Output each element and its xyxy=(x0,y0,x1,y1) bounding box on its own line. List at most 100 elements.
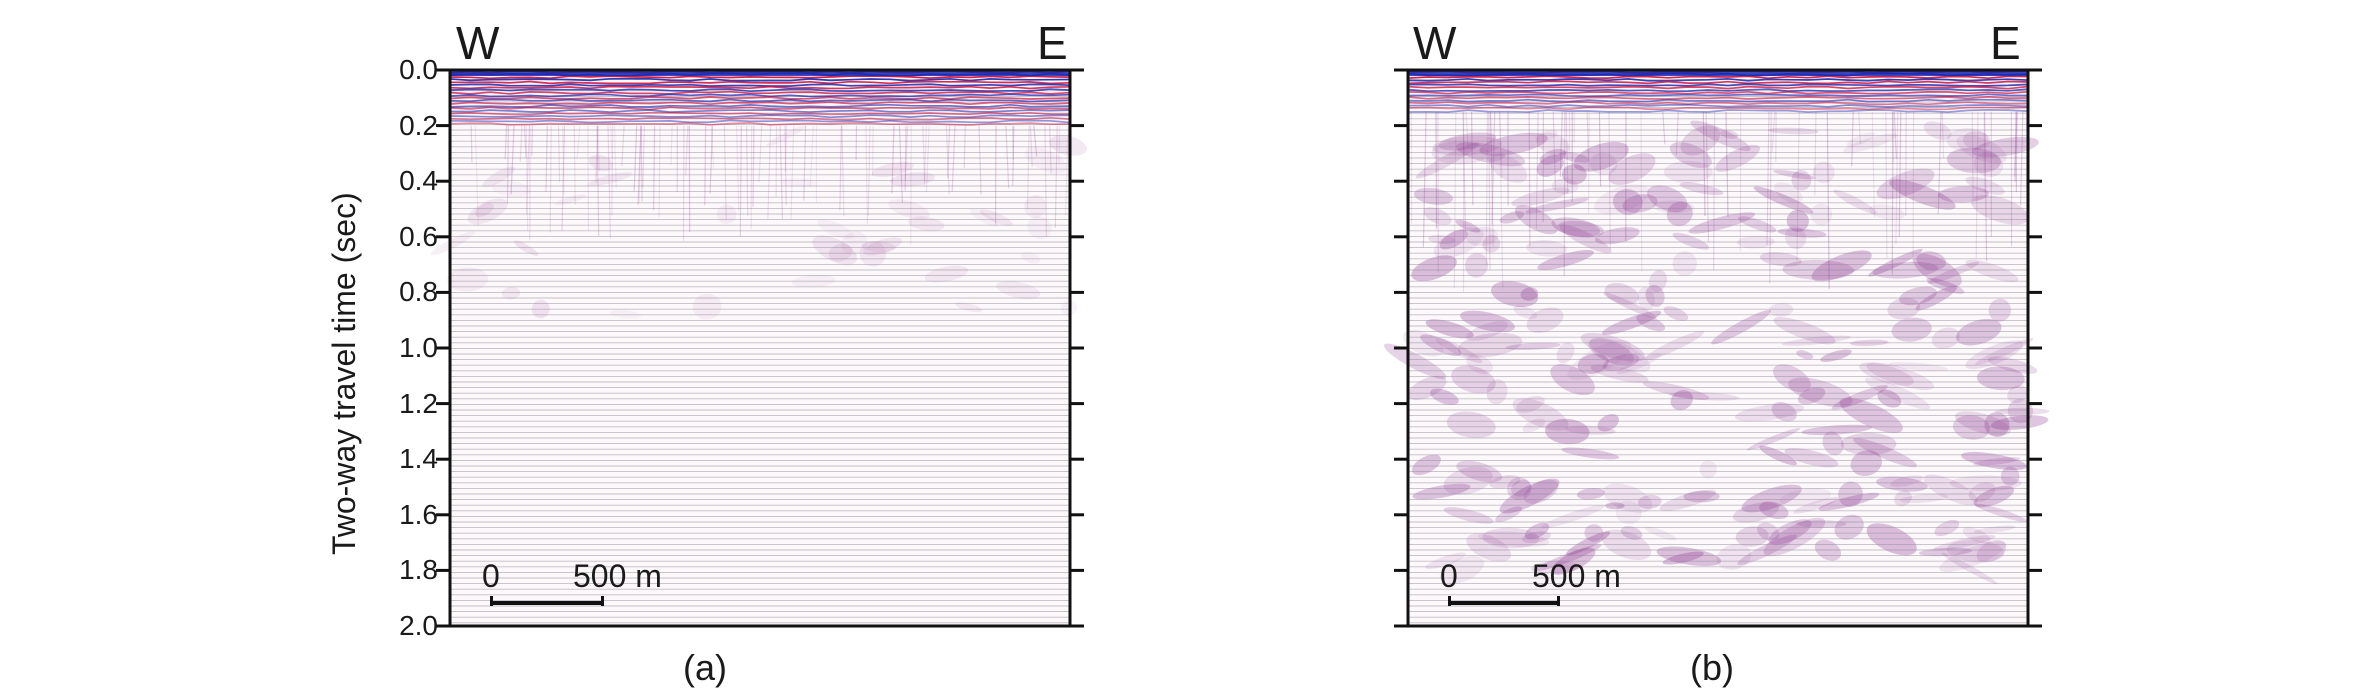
reflection-blob xyxy=(1435,337,1483,363)
streak xyxy=(557,125,561,183)
streak xyxy=(978,125,982,195)
reflection-blob xyxy=(1522,418,1546,433)
reflection-blob xyxy=(1843,133,1898,153)
reflection-blob xyxy=(1926,278,1965,294)
vertical-streaks xyxy=(470,125,1069,245)
streak xyxy=(1705,111,1710,242)
reflection-blob xyxy=(1833,189,1877,214)
streak xyxy=(1485,111,1488,265)
reflection-blob xyxy=(1601,310,1662,335)
y-tick-label: 1.0 xyxy=(399,332,438,363)
streak xyxy=(1713,111,1716,271)
reflection-blob xyxy=(1440,555,1485,585)
reflection-blob xyxy=(1954,411,2011,436)
streak xyxy=(545,125,548,192)
streak xyxy=(595,125,599,179)
reflection-blob xyxy=(1603,292,1657,319)
streak xyxy=(1064,125,1069,216)
reflection-blob xyxy=(1561,447,1620,460)
reflector-trace xyxy=(449,116,1071,121)
streak xyxy=(1851,111,1854,167)
reflection-blob xyxy=(1976,539,2007,563)
streak xyxy=(1489,111,1494,247)
streak xyxy=(945,125,950,195)
streak xyxy=(1796,111,1800,261)
streak xyxy=(746,125,749,216)
streak xyxy=(510,125,515,195)
reflector-trace xyxy=(1407,75,2029,80)
reflector-trace xyxy=(449,90,1071,95)
panel-a-scale-end: 500 m xyxy=(573,558,662,594)
reflection-blob xyxy=(1811,250,1872,282)
streak xyxy=(710,125,715,169)
streak xyxy=(576,125,581,160)
reflection-blob xyxy=(1522,531,1552,544)
streak xyxy=(925,125,930,193)
panel-a-east-label: E xyxy=(1037,17,1068,69)
trace-lines xyxy=(1408,73,2028,624)
streak xyxy=(1026,125,1030,210)
reflection-blob xyxy=(1941,552,1998,585)
streak xyxy=(867,125,871,216)
reflection-blob xyxy=(1820,349,1852,362)
reflection-blob xyxy=(1020,251,1041,264)
reflector-trace xyxy=(449,101,1071,106)
streak xyxy=(1871,111,1875,218)
streak xyxy=(1893,111,1897,159)
streak xyxy=(685,125,689,176)
reflection-blob xyxy=(513,240,539,256)
y-tick-label: 0.0 xyxy=(399,54,438,85)
reflection-blob xyxy=(1973,485,2015,508)
streak xyxy=(549,125,552,233)
reflection-blob xyxy=(969,208,999,227)
reflection-blob xyxy=(1746,428,1801,451)
reflection-blob xyxy=(1759,501,1789,520)
reflector-trace xyxy=(1407,80,2029,85)
y-tick-label: 1.2 xyxy=(399,387,438,419)
reflector-trace xyxy=(449,96,1071,100)
reflection-blob xyxy=(1812,161,1835,184)
streak xyxy=(1005,125,1010,189)
streak xyxy=(525,125,529,232)
streak xyxy=(1885,111,1888,259)
reflector-trace xyxy=(449,111,1071,116)
reflector-trace xyxy=(1407,96,2029,100)
reflection-blob xyxy=(1968,482,1996,502)
streak xyxy=(767,125,772,220)
reflection-blob xyxy=(1659,489,1717,512)
reflection-blob xyxy=(430,231,475,256)
streak xyxy=(865,125,869,225)
panel-a-west-label: W xyxy=(456,17,500,69)
reflection-blob xyxy=(1927,261,1980,284)
streak xyxy=(531,125,534,156)
reflection-blob xyxy=(907,216,945,232)
streak xyxy=(1054,125,1058,229)
reflection-blob xyxy=(1663,160,1713,183)
streak xyxy=(790,125,795,220)
reflection-blob xyxy=(1853,437,1917,468)
reflection-blob xyxy=(587,172,633,187)
streak xyxy=(784,125,788,172)
streak xyxy=(841,125,845,217)
streak xyxy=(523,125,527,158)
streak xyxy=(611,125,614,216)
reflection-blob xyxy=(1899,493,1949,504)
reflection-blob xyxy=(1526,240,1568,257)
reflection-blob xyxy=(1931,327,1961,349)
streak xyxy=(1528,111,1531,247)
reflection-blob xyxy=(1412,483,1471,500)
reflection-blob xyxy=(1899,286,1937,306)
streak xyxy=(779,125,784,220)
streak xyxy=(1586,111,1589,158)
seismic-section-b xyxy=(1384,68,2050,628)
streak xyxy=(613,125,617,189)
reflection-blob xyxy=(1735,403,1804,422)
reflection-blob xyxy=(1796,350,1814,360)
reflection-blob xyxy=(692,293,722,320)
streak xyxy=(1891,111,1894,163)
reflection-blob xyxy=(1784,448,1839,468)
reflection-blob xyxy=(475,202,494,217)
streak xyxy=(1826,111,1830,290)
panel-a-scale-bar xyxy=(490,601,604,605)
streak xyxy=(1587,111,1590,215)
